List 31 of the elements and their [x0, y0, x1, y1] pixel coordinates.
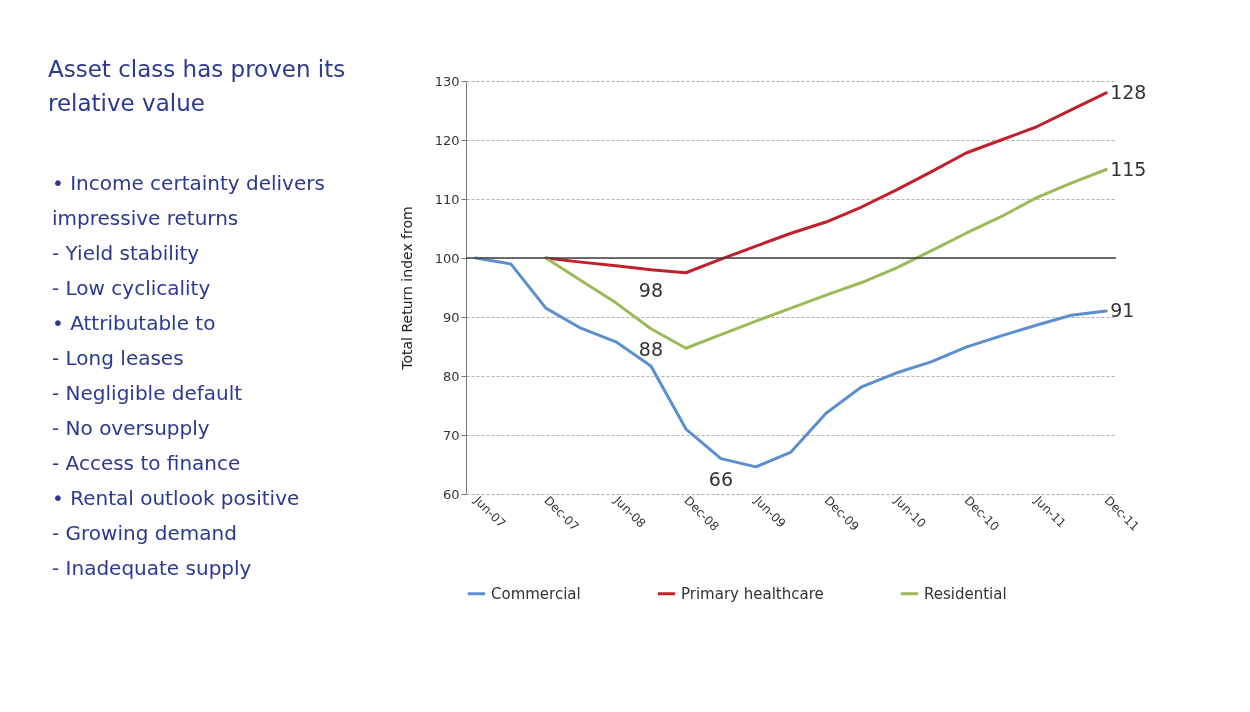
legend-label: Primary healthcare	[681, 584, 824, 603]
data-label: 66	[708, 467, 734, 490]
text: - Access to finance	[52, 450, 242, 477]
text: - Negligible default	[52, 380, 244, 407]
text: • Rental outlook positive	[52, 485, 301, 512]
legend-label: Residential	[924, 584, 1007, 603]
y-tick-label: 130	[434, 73, 460, 89]
text: • Income certainty delivers impressive returns	[52, 170, 326, 232]
text: - No oversupply	[52, 415, 211, 442]
y-axis-title: Total Return index from	[398, 206, 415, 371]
y-tick-label: 110	[434, 191, 460, 207]
text: - Yield stability	[52, 240, 201, 267]
text: - Inadequate supply	[52, 555, 253, 582]
y-tick-label: 90	[442, 309, 460, 325]
text: • Attributable to	[52, 310, 217, 337]
y-tick-label: 120	[434, 132, 460, 148]
text: - Low cyclicality	[52, 275, 212, 302]
y-tick-label: 80	[442, 368, 460, 384]
legend-label: Commercial	[491, 584, 581, 603]
y-tick-label: 60	[442, 486, 460, 502]
text: - Growing demand	[52, 520, 238, 547]
data-label: 128	[1110, 80, 1147, 103]
y-tick-label: 100	[434, 250, 460, 266]
text: - Long leases	[52, 345, 185, 372]
data-label: 91	[1110, 299, 1135, 322]
line-series	[474, 256, 1108, 469]
data-label: 88	[638, 337, 664, 360]
text: Asset class has proven its relative value	[48, 55, 347, 118]
y-tick-label: 70	[442, 427, 460, 443]
data-label: 98	[638, 278, 664, 301]
data-label: 115	[1110, 157, 1147, 180]
